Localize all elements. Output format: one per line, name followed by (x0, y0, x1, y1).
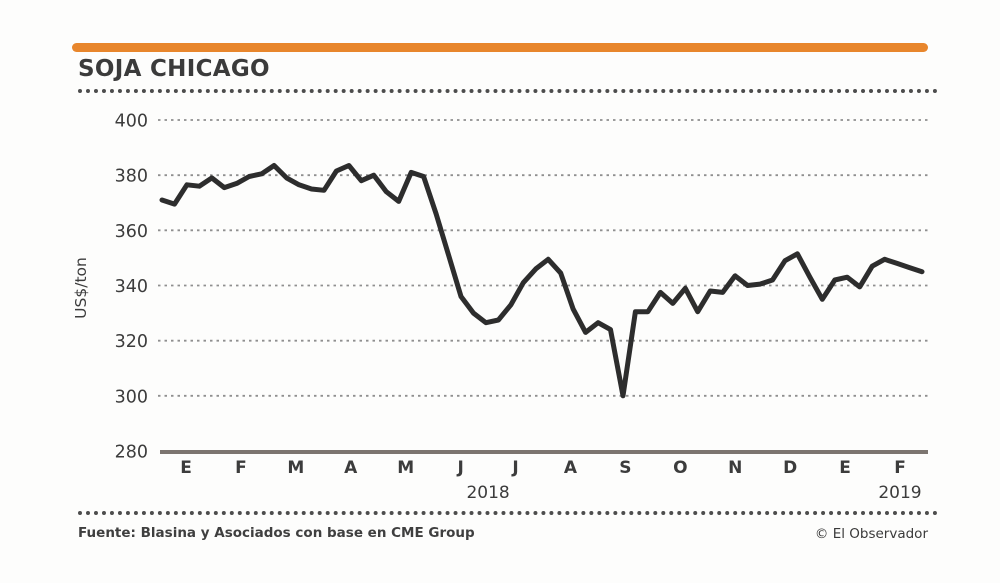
y-tick-label: 360 (115, 222, 148, 242)
source-credit-text: Fuente: Blasina y Asociados con base en … (78, 525, 475, 541)
page-title: SOJA CHICAGO (78, 56, 270, 82)
y-tick-label: 320 (115, 332, 148, 352)
x-month-label: F (235, 458, 247, 478)
y-tick-label: 340 (115, 277, 148, 297)
y-tick-label: 400 (115, 112, 148, 132)
y-tick-label: 280 (115, 443, 148, 463)
y-axis-title: US$/ton (72, 257, 90, 319)
year-label: 2018 (466, 483, 509, 503)
x-month-label: A (564, 458, 578, 478)
x-month-label: M (287, 458, 304, 478)
x-month-label: E (839, 458, 851, 478)
year-label: 2019 (878, 483, 921, 503)
publisher-credit-text: © El Observador (814, 526, 928, 542)
y-tick-label: 380 (115, 167, 148, 187)
dotted-divider-top (78, 89, 938, 93)
dotted-divider-bottom (78, 511, 938, 515)
x-month-label: N (728, 458, 742, 478)
x-month-label: J (511, 458, 518, 478)
price-line (159, 163, 925, 399)
x-month-label: S (619, 458, 631, 478)
accent-bar (72, 43, 928, 52)
x-month-label: J (456, 458, 463, 478)
x-month-label: E (180, 458, 192, 478)
y-tick-label: 300 (115, 387, 148, 407)
x-month-label: A (344, 458, 358, 478)
x-month-label: D (783, 458, 797, 478)
x-month-label: O (673, 458, 687, 478)
x-month-label: M (397, 458, 414, 478)
x-month-label: F (894, 458, 906, 478)
